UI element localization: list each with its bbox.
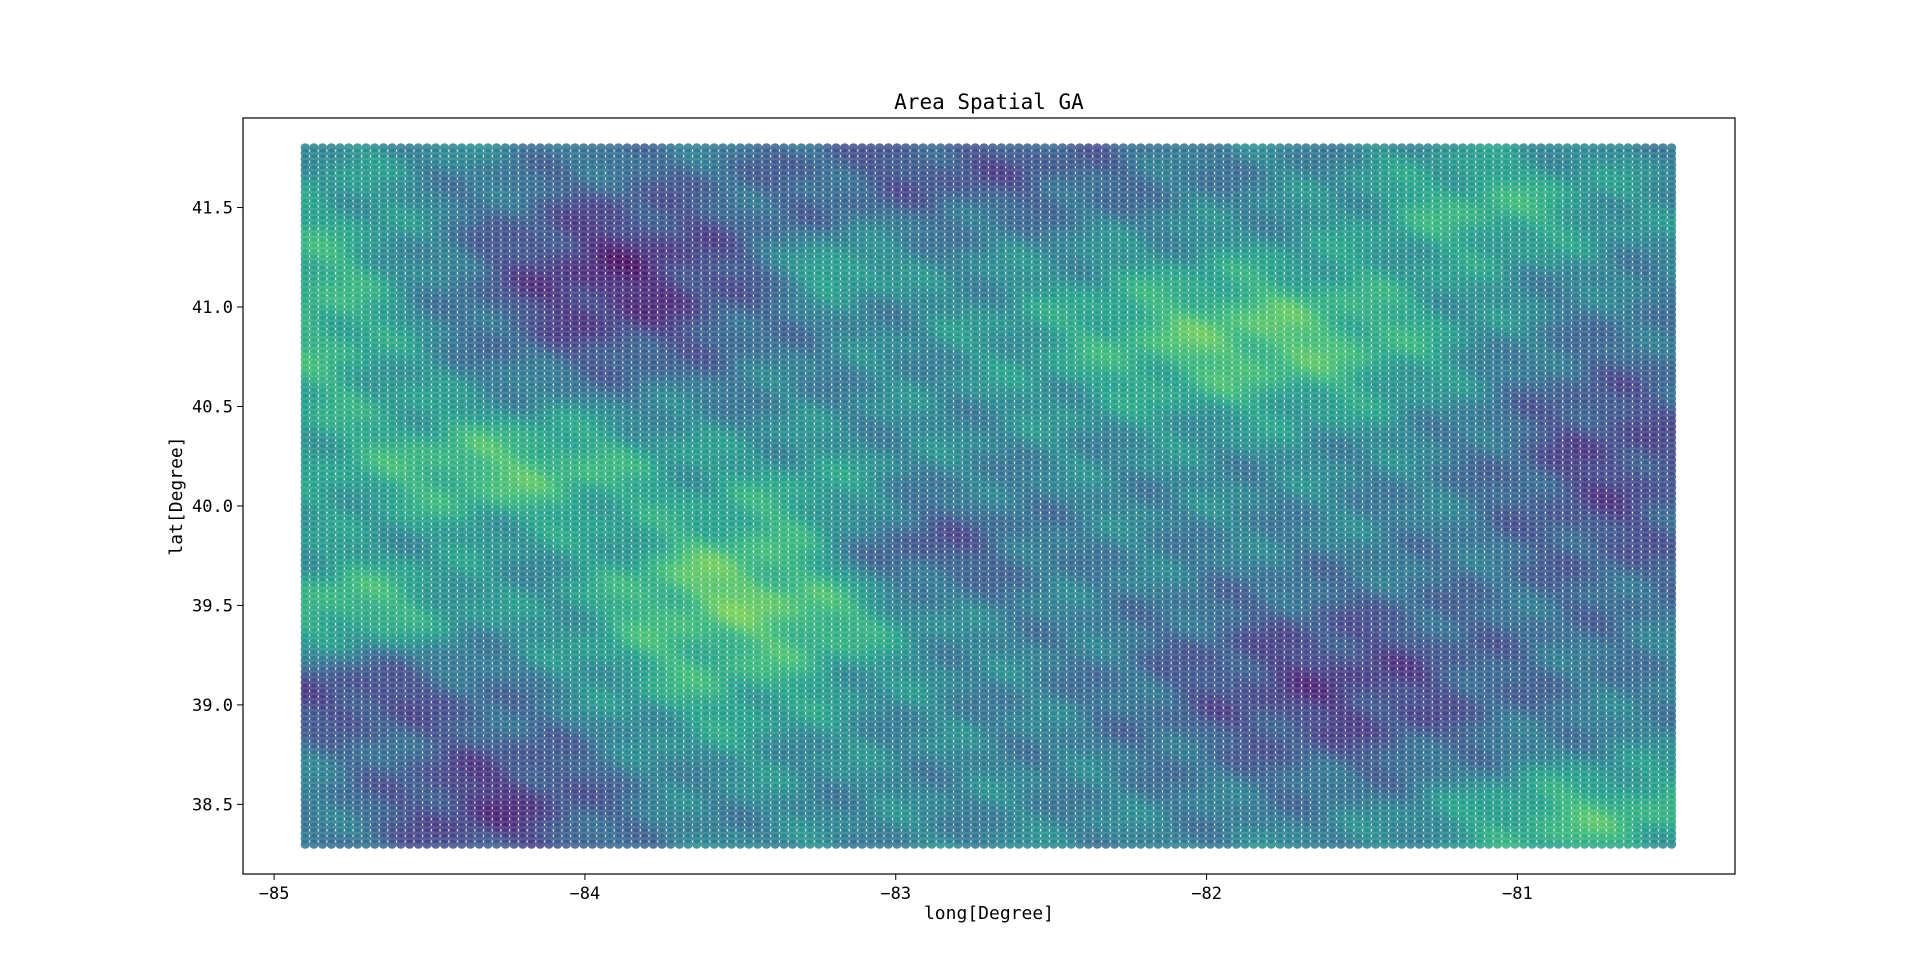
- plot-area: [300, 143, 1677, 849]
